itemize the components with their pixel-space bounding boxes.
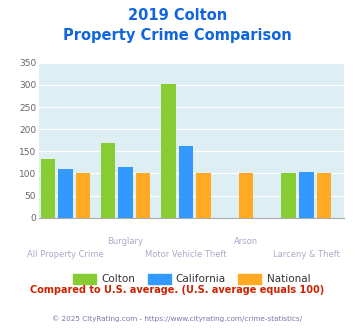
Bar (58, 169, 73, 218)
Text: Compared to U.S. average. (U.S. average equals 100): Compared to U.S. average. (U.S. average … (31, 285, 324, 295)
Text: Burglary: Burglary (108, 237, 144, 246)
Bar (161, 84, 176, 218)
Text: Property Crime Comparison: Property Crime Comparison (63, 28, 292, 43)
Bar (196, 174, 211, 218)
Text: Arson: Arson (234, 237, 258, 246)
Bar (317, 174, 331, 218)
Bar (136, 174, 151, 218)
Bar (40, 159, 55, 218)
Text: © 2025 CityRating.com - https://www.cityrating.com/crime-statistics/: © 2025 CityRating.com - https://www.city… (53, 315, 302, 322)
Bar (101, 143, 115, 218)
Text: Motor Vehicle Theft: Motor Vehicle Theft (145, 250, 226, 259)
Bar (239, 174, 253, 218)
Text: All Property Crime: All Property Crime (27, 250, 104, 259)
Bar (282, 174, 296, 218)
Bar (179, 146, 193, 218)
Bar (118, 167, 133, 218)
Bar (76, 174, 90, 218)
Text: Larceny & Theft: Larceny & Theft (273, 250, 340, 259)
Text: 2019 Colton: 2019 Colton (128, 8, 227, 23)
Legend: Colton, California, National: Colton, California, National (69, 270, 315, 288)
Bar (299, 172, 314, 218)
